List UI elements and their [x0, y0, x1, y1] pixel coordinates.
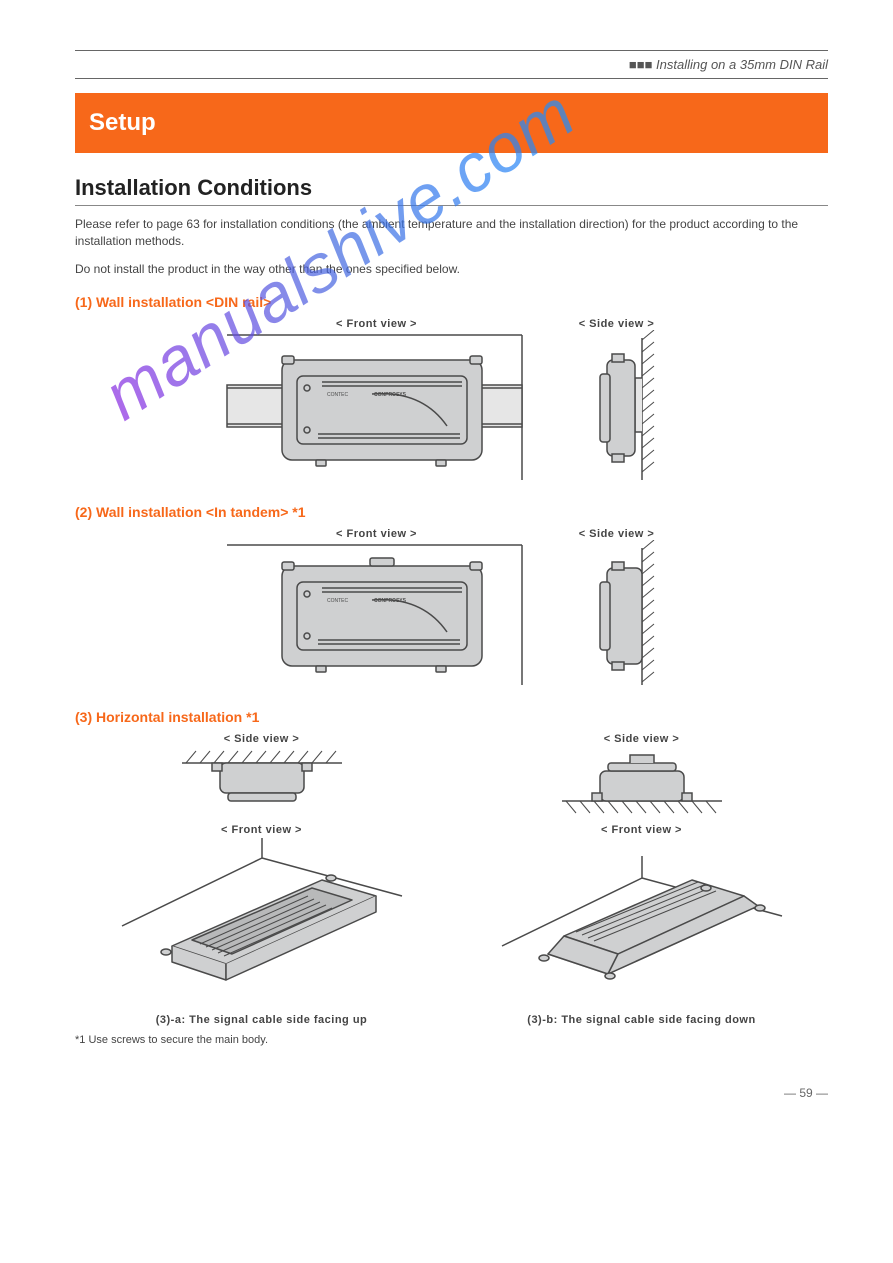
t1-side-figure — [552, 330, 682, 485]
t1-front-figure: CONTEC CONPROSYS — [222, 330, 532, 485]
page-number: — 59 — — [75, 1086, 828, 1100]
page-header: ■■■ Installing on a 35mm DIN Rail — [75, 50, 828, 79]
t3b-front-figure — [492, 836, 792, 1001]
t3a-front-figure — [112, 836, 412, 1001]
t1-front-label: < Front view > — [222, 318, 532, 330]
t2-front-figure: CONTEC CONPROSYS — [222, 540, 532, 690]
t2-side-figure — [552, 540, 682, 690]
type2-title: (2) Wall installation <In tandem> *1 — [75, 504, 828, 520]
t2-front-label: < Front view > — [222, 528, 532, 540]
t1-side-label: < Side view > — [552, 318, 682, 330]
svg-text:CONPROSYS: CONPROSYS — [374, 598, 407, 604]
t3b-front-label: < Front view > — [482, 824, 802, 836]
t3a-side-figure — [172, 745, 352, 815]
type3-title: (3) Horizontal installation *1 — [75, 709, 828, 725]
intro-p1: Please refer to page 63 for installation… — [75, 216, 828, 251]
t3a-side-label: < Side view > — [102, 733, 422, 745]
t3b-label: (3)-b: The signal cable side facing down — [482, 1014, 802, 1026]
footnote: *1 Use screws to secure the main body. — [75, 1034, 828, 1046]
intro-p2: Do not install the product in the way ot… — [75, 261, 828, 278]
setup-banner: Setup — [75, 93, 828, 153]
t3b-side-label: < Side view > — [482, 733, 802, 745]
banner-title: Setup — [89, 109, 156, 136]
type1-title: (1) Wall installation <DIN rail> — [75, 294, 828, 310]
header-text: ■■■ Installing on a 35mm DIN Rail — [75, 57, 828, 72]
t3a-label: (3)-a: The signal cable side facing up — [102, 1014, 422, 1026]
t3a-front-label: < Front view > — [102, 824, 422, 836]
svg-text:CONTEC: CONTEC — [327, 598, 349, 604]
t2-side-label: < Side view > — [552, 528, 682, 540]
section-title: Installation Conditions — [75, 175, 828, 206]
svg-text:CONTEC: CONTEC — [327, 392, 349, 398]
svg-text:CONPROSYS: CONPROSYS — [374, 392, 407, 398]
t3b-side-figure — [552, 745, 732, 815]
